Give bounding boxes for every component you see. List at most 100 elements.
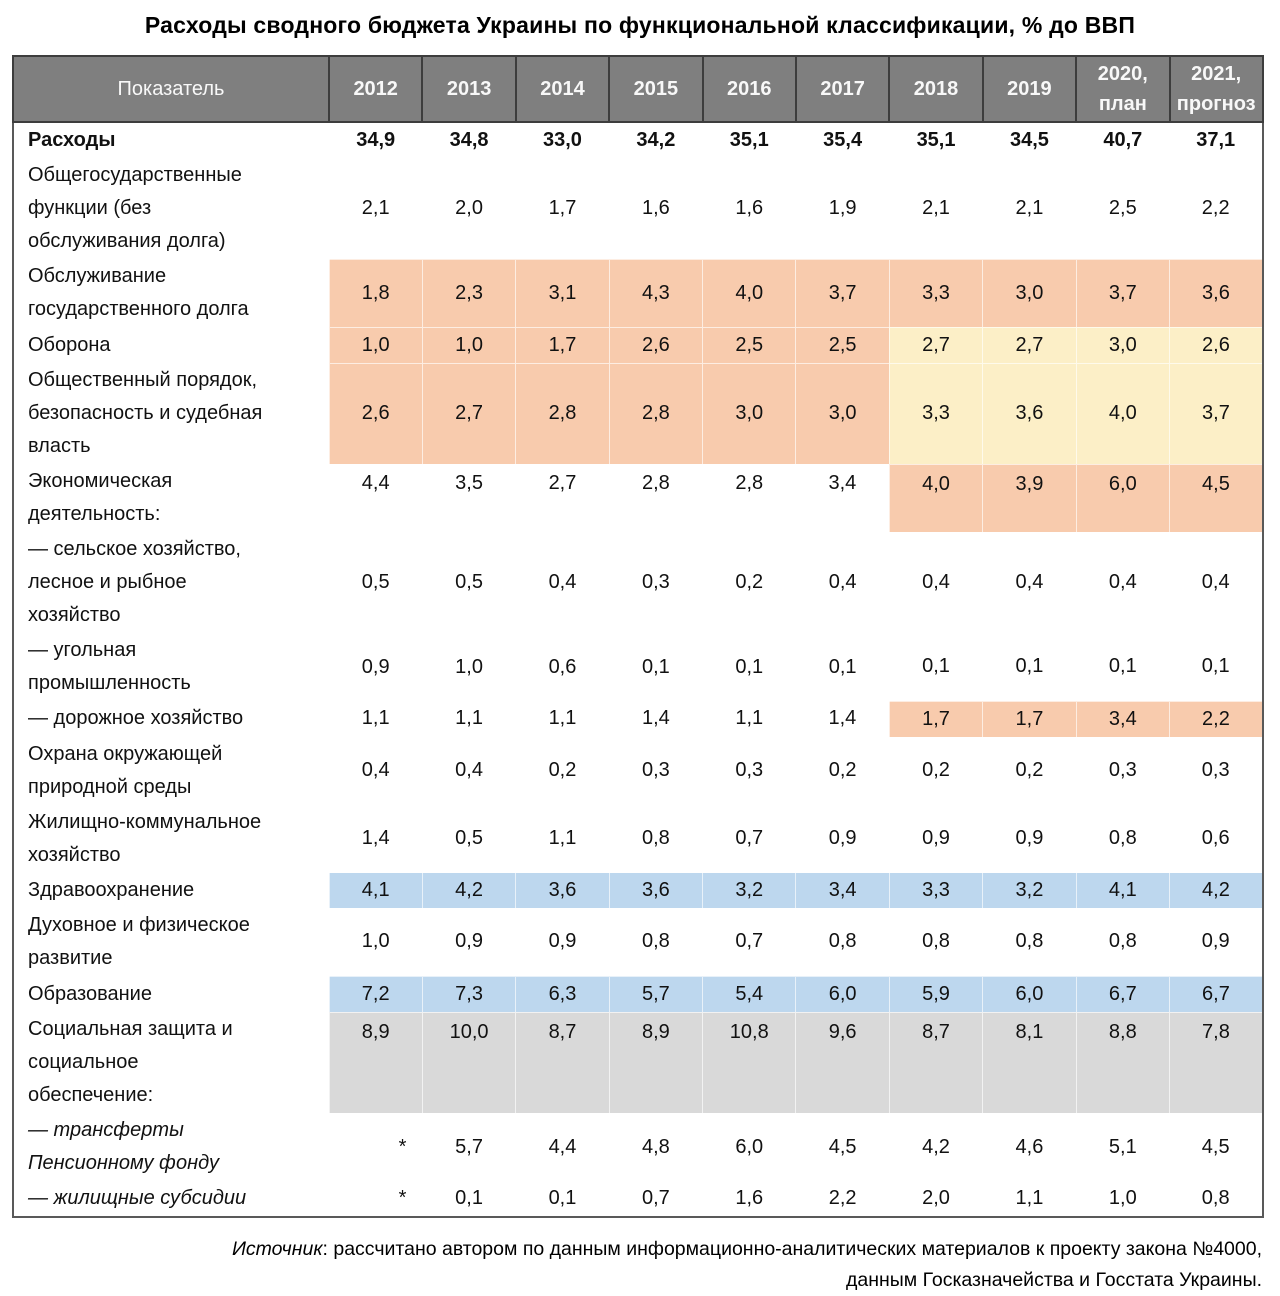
column-header-year-2019: 2019 bbox=[981, 55, 1078, 123]
table-row: Обслуживание государственного долга 1,8 2,… bbox=[13, 258, 1263, 327]
data-cell: 0,1 bbox=[641, 655, 670, 678]
data-cell: 2,7 bbox=[548, 472, 577, 494]
data-cell: 10,8 bbox=[702, 1011, 796, 1113]
data-cell: 0,8 bbox=[1108, 826, 1137, 849]
data-cell: 0,4 bbox=[1108, 571, 1137, 593]
data-cell: 3,7 bbox=[1075, 258, 1170, 327]
data-cell: 1,6 bbox=[735, 1187, 764, 1209]
data-cell: 1,1 bbox=[361, 707, 390, 730]
data-cell: 2,2 bbox=[1169, 700, 1263, 737]
data-cell: 1,4 bbox=[828, 707, 857, 730]
row-label: Здравоохранение bbox=[28, 878, 195, 901]
data-cell: 35,4 bbox=[823, 129, 863, 151]
data-cell: 1,9 bbox=[828, 196, 857, 219]
table-row: Общегосударственные функции (без обслужи… bbox=[13, 158, 1263, 259]
data-cell: 0,4 bbox=[922, 571, 950, 593]
data-cell: 8,7 bbox=[515, 1011, 610, 1113]
data-cell: 0,4 bbox=[1015, 571, 1044, 593]
column-header-year-2012: 2012 bbox=[327, 55, 424, 123]
data-cell: 1,1 bbox=[548, 826, 577, 849]
data-cell: 1,0 bbox=[421, 326, 516, 363]
data-cell: * bbox=[398, 1135, 407, 1158]
data-cell: 0,1 bbox=[548, 1187, 577, 1209]
table-row: — дорожное хозяйство 1,1 1,1 1,1 1,4 1,1 1,4 1,… bbox=[13, 700, 1263, 737]
data-cell: 2,0 bbox=[455, 196, 483, 219]
data-cell: 3,2 bbox=[702, 872, 796, 908]
table-row: — трансферты Пенсионному фонду * 5,7 4,4 4,8… bbox=[13, 1113, 1263, 1181]
data-cell: 2,7 bbox=[982, 326, 1077, 363]
data-cell: 2,7 bbox=[888, 326, 983, 363]
data-cell: 3,4 bbox=[795, 872, 890, 908]
data-cell: 5,7 bbox=[455, 1135, 483, 1158]
data-cell: 1,0 bbox=[328, 326, 423, 363]
source-text: : рассчитано автором по данным информаци… bbox=[322, 1238, 1262, 1291]
data-cell: 0,7 bbox=[735, 930, 764, 953]
row-label: Обслуживание государственного долга bbox=[28, 265, 249, 320]
page: Расходы сводного бюджета Украины по функ… bbox=[12, 12, 1264, 1291]
data-cell: 2,7 bbox=[421, 362, 516, 464]
data-cell: 6,3 bbox=[515, 975, 610, 1012]
data-cell: 4,5 bbox=[1169, 463, 1263, 532]
data-cell: 2,6 bbox=[328, 362, 423, 464]
data-cell: 5,7 bbox=[608, 975, 703, 1012]
data-cell: 0,4 bbox=[361, 759, 390, 781]
row-label: Духовное и физическое развитие bbox=[28, 914, 250, 969]
data-cell: 1,6 bbox=[735, 196, 764, 219]
data-cell: 0,4 bbox=[455, 759, 483, 781]
data-cell: 1,1 bbox=[548, 707, 577, 730]
table-row: Оборона 1,0 1,0 1,7 2,6 2,5 2,5 2,7 2,7 3,0 2,6 bbox=[13, 326, 1263, 363]
data-cell: 7,8 bbox=[1169, 1011, 1263, 1113]
data-cell: 0,9 bbox=[1201, 930, 1230, 953]
data-cell: 0,9 bbox=[361, 655, 390, 678]
data-cell: 0,5 bbox=[455, 571, 483, 593]
data-cell: 0,6 bbox=[1201, 826, 1230, 849]
data-cell: 1,0 bbox=[361, 930, 390, 953]
data-cell: 40,7 bbox=[1103, 129, 1143, 151]
row-label: — дорожное хозяйство bbox=[28, 707, 244, 730]
data-cell: 0,6 bbox=[548, 655, 577, 678]
data-cell: 6,0 bbox=[795, 975, 890, 1012]
data-cell: 1,4 bbox=[361, 826, 390, 849]
data-cell: 1,6 bbox=[641, 196, 670, 219]
data-cell: 0,5 bbox=[361, 571, 390, 593]
data-cell: 2,1 bbox=[922, 196, 950, 219]
row-label: Расходы bbox=[28, 129, 116, 151]
data-cell: 4,1 bbox=[1075, 872, 1170, 908]
data-cell: 3,3 bbox=[888, 362, 983, 464]
row-label: — сельское хозяйство, лесное и рыбное хо… bbox=[28, 538, 241, 626]
data-cell: 5,9 bbox=[888, 975, 983, 1012]
data-cell: 1,0 bbox=[1108, 1187, 1137, 1209]
data-cell: 0,8 bbox=[1201, 1187, 1230, 1209]
data-cell: 2,1 bbox=[1015, 196, 1044, 219]
data-cell: 1,0 bbox=[455, 655, 483, 678]
column-header-year-2014: 2014 bbox=[514, 55, 611, 123]
budget-table: Показатель 2012 2013 2014 2015 2016 2017 2018 20… bbox=[12, 55, 1264, 1218]
data-cell: 0,1 bbox=[1201, 655, 1230, 678]
column-header-year-2020: 2020, план bbox=[1075, 55, 1171, 123]
column-header-year-2015: 2015 bbox=[608, 55, 704, 123]
data-cell: 0,2 bbox=[1015, 759, 1044, 781]
data-cell: * bbox=[398, 1187, 407, 1209]
data-cell: 2,8 bbox=[515, 362, 610, 464]
data-cell: 3,0 bbox=[795, 362, 890, 464]
data-cell: 0,8 bbox=[828, 930, 857, 953]
data-cell: 1,1 bbox=[455, 707, 483, 730]
table-row: Экономическая деятельность: 4,4 3,5 2,7 2,8 2… bbox=[13, 463, 1263, 532]
table-row: Духовное и физическое развитие 1,0 0,9 0,9 0… bbox=[13, 908, 1263, 976]
table-row: Образование 7,2 7,3 6,3 5,7 5,4 6,0 5,9 6,0 6,7 6,… bbox=[13, 975, 1263, 1012]
data-cell: 6,0 bbox=[735, 1135, 764, 1158]
data-cell: 0,2 bbox=[922, 759, 950, 781]
data-cell: 4,4 bbox=[361, 472, 390, 494]
column-header-year-2016: 2016 bbox=[701, 55, 797, 123]
data-cell: 4,0 bbox=[888, 463, 983, 532]
data-cell: 2,6 bbox=[608, 326, 703, 363]
data-cell: 6,7 bbox=[1075, 975, 1170, 1012]
row-label: — трансферты Пенсионному фонду bbox=[28, 1119, 219, 1174]
data-cell: 0,3 bbox=[641, 571, 670, 593]
column-header-indicator: Показатель bbox=[12, 55, 330, 123]
row-label: Оборона bbox=[28, 333, 111, 356]
data-cell: 4,0 bbox=[702, 258, 796, 327]
data-cell: 1,7 bbox=[982, 700, 1077, 737]
data-cell: 1,7 bbox=[515, 326, 610, 363]
data-cell: 3,4 bbox=[828, 472, 857, 494]
